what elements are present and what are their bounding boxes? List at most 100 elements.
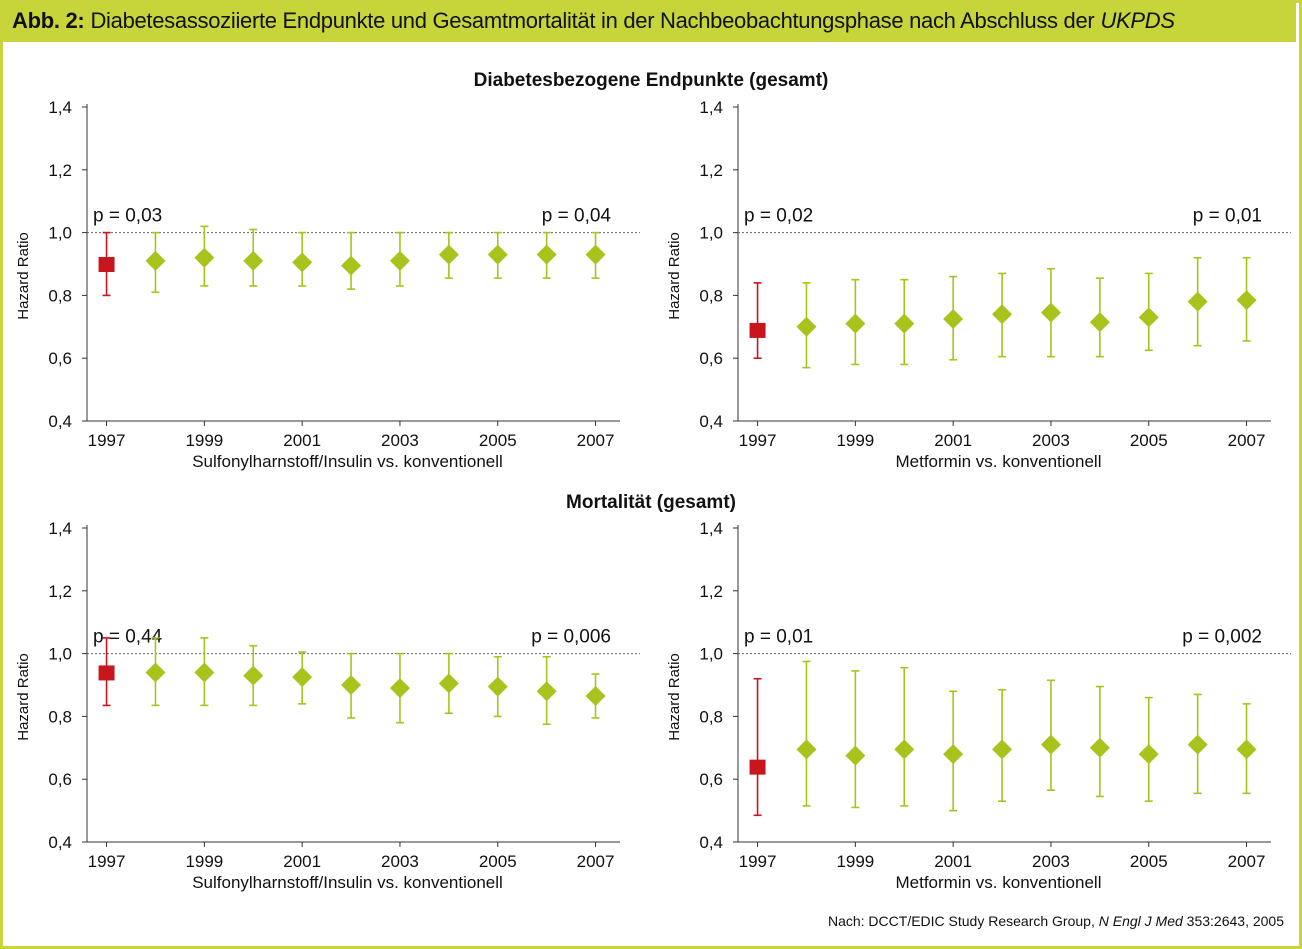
x-tick-label: 1999 <box>836 431 874 450</box>
chart-endpoints-sulfonylurea: 0,4 0,6 0,8 1,0 1,2 1,4 1997 1999 2001 2003 2005 20… <box>15 98 640 471</box>
diamond-marker <box>243 665 264 686</box>
y-tick-label: 0,8 <box>699 707 723 726</box>
diamond-marker <box>536 244 557 265</box>
y-tick-label: 0,4 <box>699 833 723 852</box>
chart-mortality-sulfonylurea: 0,4 0,6 0,8 1,0 1,2 1,4 1997 1999 2001 2003 2005 20… <box>15 519 640 892</box>
diamond-marker <box>1089 737 1110 758</box>
baseline-square-marker <box>749 322 766 338</box>
source-prefix: Nach: DCCT/EDIC Study Research Group, <box>827 913 1095 929</box>
source-journal: N Engl J Med <box>1098 913 1183 929</box>
diamond-marker <box>194 247 215 268</box>
source-note: Nach: DCCT/EDIC Study Research Group, N … <box>828 913 1284 929</box>
diamond-marker <box>1089 312 1110 333</box>
diamond-marker <box>389 678 410 699</box>
x-axis-label: Sulfonylharnstoff/Insulin vs. konvention… <box>192 452 503 471</box>
y-tick-label: 0,8 <box>48 286 72 305</box>
x-tick-label: 2001 <box>934 852 972 871</box>
x-tick-label: 2003 <box>381 431 419 450</box>
y-tick-label: 1,2 <box>699 582 723 601</box>
diamond-marker <box>1040 734 1061 755</box>
diamond-marker <box>845 313 866 334</box>
diamond-marker <box>1187 734 1208 755</box>
figure-header: Abb. 2: Diabetesassoziierte Endpunkte un… <box>0 0 1296 42</box>
y-tick-label: 1,0 <box>699 645 723 664</box>
diamond-marker <box>389 250 410 271</box>
baseline-square-marker <box>98 665 115 681</box>
diamond-marker <box>1040 302 1061 323</box>
y-tick-label: 0,4 <box>699 412 723 431</box>
x-tick-label: 1997 <box>739 431 777 450</box>
diamond-marker <box>341 255 362 276</box>
section-title-endpoints: Diabetesbezogene Endpunkte (gesamt) <box>473 70 829 91</box>
diamond-marker <box>438 673 459 694</box>
p-value-left: p = 0,02 <box>744 206 813 227</box>
y-tick-label: 1,0 <box>48 645 72 664</box>
x-tick-label: 1997 <box>739 852 777 871</box>
diamond-marker <box>243 250 264 271</box>
source-suffix: 353:2643, 2005 <box>1186 913 1284 929</box>
x-axis-label: Metformin vs. konventionell <box>896 873 1102 892</box>
x-tick-label: 2007 <box>577 852 615 871</box>
y-tick-label: 0,6 <box>48 770 72 789</box>
x-axis-label: Metformin vs. konventionell <box>896 452 1102 471</box>
figure-caption-emphasis: UKPDS <box>1100 8 1175 33</box>
x-tick-label: 1999 <box>836 852 874 871</box>
y-tick-label: 1,4 <box>699 519 723 538</box>
diamond-marker <box>796 739 817 760</box>
x-tick-label: 2005 <box>1130 852 1168 871</box>
y-tick-label: 1,4 <box>48 519 72 538</box>
y-tick-label: 0,8 <box>699 286 723 305</box>
diamond-marker <box>341 675 362 695</box>
figure-caption: Diabetesassoziierte Endpunkte und Gesamt… <box>90 8 1095 33</box>
y-tick-label: 1,0 <box>48 224 72 243</box>
x-tick-label: 1997 <box>88 431 126 450</box>
y-axis-label: Hazard Ratio <box>15 232 32 320</box>
diamond-marker <box>536 681 557 702</box>
y-tick-label: 1,4 <box>48 98 72 117</box>
diamond-marker <box>194 662 215 683</box>
diamond-marker <box>943 308 964 329</box>
diamond-marker <box>145 662 166 683</box>
x-tick-label: 2001 <box>283 431 321 450</box>
baseline-square-marker <box>749 759 766 775</box>
diamond-marker <box>1236 739 1257 760</box>
y-tick-label: 1,2 <box>48 161 72 180</box>
x-tick-label: 2001 <box>283 852 321 871</box>
x-tick-label: 2005 <box>479 431 517 450</box>
diamond-marker <box>1138 744 1159 765</box>
diamond-marker <box>487 244 508 265</box>
chart-endpoints-metformin: 0,4 0,6 0,8 1,0 1,2 1,4 1997 1999 2001 2003 2005 20… <box>666 98 1291 471</box>
x-tick-label: 1999 <box>185 431 223 450</box>
diamond-marker <box>992 304 1013 325</box>
y-tick-label: 0,6 <box>699 349 723 368</box>
diamond-marker <box>992 739 1013 760</box>
x-tick-label: 2003 <box>381 852 419 871</box>
x-tick-label: 2005 <box>1130 431 1168 450</box>
y-tick-label: 0,4 <box>48 412 72 431</box>
y-tick-label: 1,4 <box>699 98 723 117</box>
section-title-mortality: Mortalität (gesamt) <box>566 492 736 513</box>
diamond-marker <box>585 244 606 265</box>
y-tick-label: 1,2 <box>48 582 72 601</box>
x-tick-label: 2003 <box>1032 852 1070 871</box>
y-tick-label: 1,2 <box>699 161 723 180</box>
figure-label: Abb. 2: <box>12 8 85 33</box>
p-value-right: p = 0,01 <box>1193 206 1262 227</box>
x-tick-label: 2005 <box>479 852 517 871</box>
y-tick-label: 1,0 <box>699 224 723 243</box>
diamond-marker <box>585 685 606 706</box>
p-value-right: p = 0,04 <box>542 206 612 227</box>
p-value-left: p = 0,44 <box>93 627 163 648</box>
p-value-right: p = 0,002 <box>1182 627 1262 648</box>
diamond-marker <box>1138 307 1159 328</box>
diamond-marker <box>894 313 915 334</box>
diamond-marker <box>438 244 459 265</box>
x-tick-label: 2007 <box>577 431 615 450</box>
diamond-marker <box>796 316 817 337</box>
x-tick-label: 1997 <box>88 852 126 871</box>
y-tick-label: 0,6 <box>699 770 723 789</box>
diamond-marker <box>1236 290 1257 311</box>
x-tick-label: 2003 <box>1032 431 1070 450</box>
x-axis-label: Sulfonylharnstoff/Insulin vs. konvention… <box>192 873 503 892</box>
baseline-square-marker <box>98 257 115 272</box>
